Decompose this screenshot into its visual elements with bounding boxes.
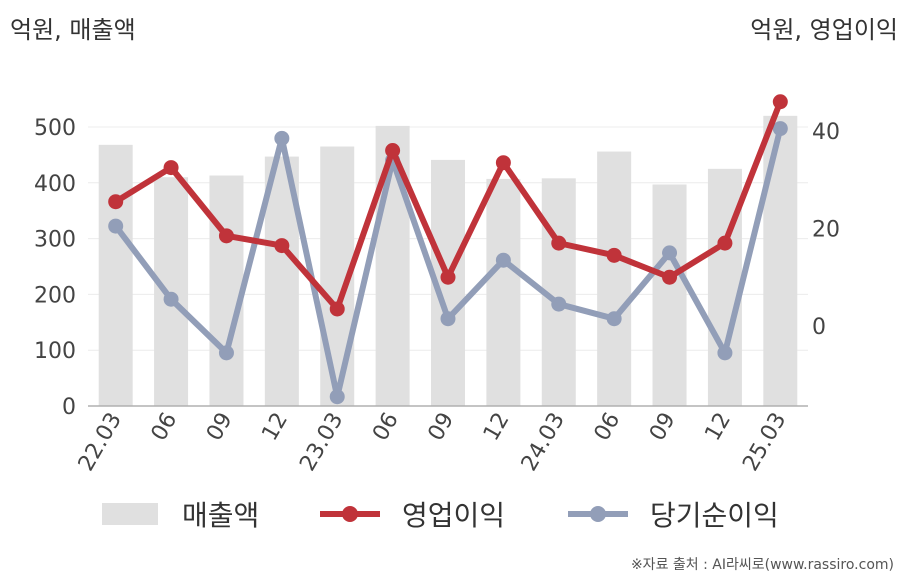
legend-swatch-operating-profit	[320, 506, 380, 522]
x-axis-tick-label: 12	[257, 409, 293, 446]
x-axis-tick-label: 24.03	[517, 409, 570, 476]
operating-profit-point	[329, 301, 345, 317]
left-axis-tick-label: 200	[34, 283, 76, 308]
revenue-bar	[597, 151, 632, 406]
x-axis-tick-label: 25.03	[738, 409, 791, 476]
operating-profit-point	[274, 238, 290, 254]
left-axis-unit: 억원, 매출액	[10, 16, 136, 44]
legend-label-revenue: 매출액	[182, 499, 260, 532]
x-axis-tick-label: 09	[645, 409, 681, 446]
source-credit: ※자료 출처 : AI라씨로(www.rassiro.com)	[630, 557, 894, 573]
x-axis-tick-label: 12	[700, 409, 736, 446]
left-axis-tick-label: 500	[34, 116, 76, 141]
x-axis-tick-label: 12	[479, 409, 515, 446]
left-axis-tick-label: 100	[34, 339, 76, 364]
net-income-point	[495, 252, 511, 268]
legend-item-net-income: 당기순이익	[566, 492, 779, 536]
operating-profit-point	[440, 269, 456, 285]
right-axis-tick-label: 20	[812, 218, 840, 243]
operating-profit-point	[108, 194, 124, 210]
net-income-point	[662, 245, 678, 261]
x-axis-tick-label: 06	[368, 409, 404, 446]
right-axis-unit: 억원, 영업이익	[750, 16, 898, 44]
operating-profit-point	[662, 269, 678, 285]
left-axis-tick-label: 300	[34, 228, 76, 253]
operating-profit-point	[606, 247, 622, 263]
operating-profit-point	[218, 228, 234, 244]
revenue-bar	[707, 168, 742, 406]
net-income-point	[717, 345, 733, 361]
net-income-point	[772, 121, 788, 137]
net-income-point	[606, 311, 622, 327]
x-axis-tick-label: 06	[590, 409, 626, 446]
x-axis-tick-label: 23.03	[295, 409, 348, 476]
left-axis-tick-label: 0	[62, 395, 76, 420]
net-income-point	[329, 389, 345, 405]
legend-swatch-revenue	[102, 503, 158, 525]
revenue-bar	[98, 144, 133, 406]
revenue-bar	[763, 115, 798, 406]
legend-label-operating-profit: 영업이익	[402, 499, 506, 532]
right-axis-tick-label: 40	[812, 120, 840, 145]
net-income-point	[551, 296, 567, 312]
revenue-bar	[652, 184, 687, 406]
x-axis-tick-label: 06	[147, 409, 183, 446]
legend-item-operating-profit: 영업이익	[318, 492, 505, 536]
operating-profit-point	[551, 235, 567, 251]
x-axis-tick-label: 09	[202, 409, 238, 446]
operating-profit-point	[163, 160, 179, 176]
net-income-point	[218, 345, 234, 361]
legend-label-net-income: 당기순이익	[650, 499, 779, 532]
revenue-bar	[486, 178, 521, 406]
net-income-point	[440, 311, 456, 327]
revenue-bar	[154, 177, 189, 406]
operating-profit-point	[385, 143, 401, 158]
net-income-point	[274, 130, 290, 146]
right-axis-tick-label: 0	[812, 315, 826, 340]
operating-profit-point	[772, 94, 788, 110]
net-income-point	[108, 218, 124, 234]
left-axis-tick-label: 400	[34, 172, 76, 197]
x-axis-tick-label: 22.03	[74, 409, 127, 476]
legend-swatch-net-income	[568, 506, 628, 522]
legend-item-revenue: 매출액	[102, 492, 259, 536]
net-income-point	[163, 291, 179, 307]
revenue-bar	[209, 175, 244, 406]
x-axis-tick-label: 09	[424, 409, 460, 446]
operating-profit-point	[717, 235, 733, 251]
operating-profit-point	[495, 155, 511, 171]
